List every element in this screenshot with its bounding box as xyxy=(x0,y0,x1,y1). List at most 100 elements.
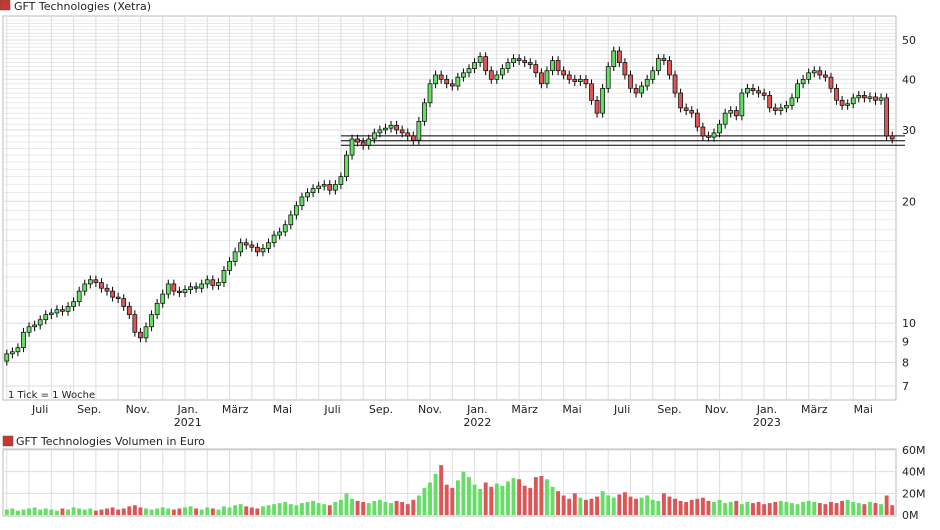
price-candle xyxy=(472,62,477,69)
price-x-month-label: Sep. xyxy=(77,403,101,416)
price-y-tick-label: 30 xyxy=(902,124,916,137)
volume-bar xyxy=(43,508,48,515)
volume-bar xyxy=(667,496,672,515)
volume-bar xyxy=(149,509,154,515)
volume-bar xyxy=(316,503,321,515)
price-candle xyxy=(332,184,338,191)
price-candle xyxy=(355,138,360,143)
price-candle xyxy=(856,95,862,99)
price-candle xyxy=(266,242,271,249)
volume-bar xyxy=(856,503,861,515)
price-candle xyxy=(488,70,494,80)
price-x-month-label: Nov. xyxy=(705,403,729,416)
price-x-year-label: 2023 xyxy=(753,416,781,429)
price-y-axis: 7 8 9 10 20 30 40 50 xyxy=(902,34,916,393)
price-candle xyxy=(683,107,689,111)
volume-bar xyxy=(884,495,889,515)
price-candle xyxy=(672,74,678,94)
volume-bar xyxy=(66,509,70,515)
price-candle xyxy=(661,58,667,61)
price-candle xyxy=(405,132,411,137)
volume-panel: GFT Technologies Volumen in Euro 0M 20M 40… xyxy=(2,435,926,522)
volume-bar xyxy=(784,502,789,515)
volume-bar xyxy=(506,481,510,515)
volume-bar xyxy=(205,507,210,515)
volume-bar xyxy=(773,502,778,515)
price-candle xyxy=(299,196,305,207)
volume-bar xyxy=(617,494,622,515)
volume-bar xyxy=(851,502,856,515)
price-candle xyxy=(711,132,717,138)
price-candle xyxy=(867,96,873,99)
price-candle xyxy=(294,205,299,216)
price-candle xyxy=(539,72,544,85)
price-candle xyxy=(165,283,171,295)
price-candle xyxy=(678,92,683,109)
price-x-month-label: Jan. xyxy=(466,403,487,416)
price-candle xyxy=(132,314,138,333)
price-candle xyxy=(633,87,639,94)
price-x-month-label: Juli xyxy=(31,403,48,416)
price-candle xyxy=(733,110,739,117)
price-candle xyxy=(884,97,890,137)
volume-bar xyxy=(478,489,483,515)
volume-bar xyxy=(21,509,26,515)
volume-bar xyxy=(294,505,299,515)
price-candle xyxy=(221,270,227,283)
volume-bar xyxy=(77,508,82,515)
price-candle xyxy=(121,298,127,307)
volume-bar xyxy=(450,487,455,515)
price-x-year-label: 2021 xyxy=(174,416,202,429)
price-candle xyxy=(689,110,695,114)
volume-bar xyxy=(433,473,438,515)
price-candle xyxy=(138,331,143,339)
price-candle xyxy=(839,99,845,106)
price-candle xyxy=(377,129,383,134)
volume-bar xyxy=(595,496,600,515)
volume-bar xyxy=(762,504,767,515)
price-candle xyxy=(655,58,661,72)
price-candle xyxy=(433,74,438,85)
price-candle xyxy=(260,248,266,253)
price-candle xyxy=(561,70,567,76)
volume-bar xyxy=(88,508,93,515)
volume-bar xyxy=(879,504,884,515)
volume-bar xyxy=(155,508,160,515)
volume-bar xyxy=(222,506,226,515)
volume-bar xyxy=(49,509,54,515)
volume-bar xyxy=(801,502,806,515)
volume-bar xyxy=(500,485,505,515)
volume-bar xyxy=(32,507,37,515)
price-y-tick-label: 20 xyxy=(902,195,916,208)
price-candle xyxy=(199,283,205,289)
volume-bar xyxy=(756,502,761,515)
price-x-month-label: März xyxy=(511,403,538,416)
volume-bar xyxy=(572,493,577,515)
price-candle xyxy=(394,124,399,131)
price-candle xyxy=(110,290,115,298)
price-candle xyxy=(427,83,433,104)
volume-bar xyxy=(834,503,839,515)
price-candle xyxy=(227,261,232,271)
volume-chart-title: GFT Technologies Volumen in Euro xyxy=(16,435,205,448)
price-candle xyxy=(667,60,672,76)
price-candle xyxy=(182,289,188,293)
price-candle xyxy=(555,60,561,72)
volume-bar xyxy=(695,498,700,515)
price-candle xyxy=(43,314,49,321)
volume-bar xyxy=(428,482,432,515)
price-candle xyxy=(511,58,516,63)
volume-bar xyxy=(728,502,733,515)
price-candle xyxy=(360,141,366,146)
volume-bar xyxy=(767,503,772,515)
volume-bar xyxy=(567,498,572,515)
volume-bar xyxy=(60,508,65,515)
price-candle xyxy=(455,76,461,87)
volume-bar xyxy=(472,484,477,515)
volume-bar xyxy=(628,496,633,515)
price-candle xyxy=(544,70,550,85)
volume-bar xyxy=(389,503,393,515)
volume-bar xyxy=(639,497,644,515)
price-candle xyxy=(767,95,773,109)
price-candle xyxy=(204,279,210,285)
